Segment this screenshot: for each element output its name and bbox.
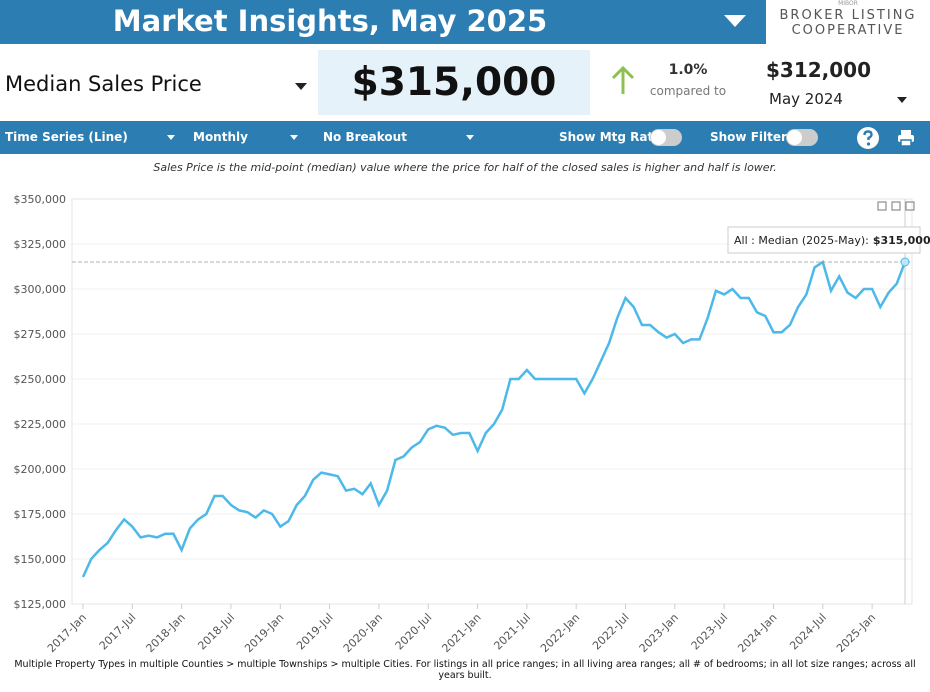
footnote: Multiple Property Types in multiple Coun… [14, 659, 916, 681]
tooltip-value: $315,000 [873, 234, 930, 247]
toggle[interactable] [786, 129, 818, 146]
description: Sales Price is the mid-point (median) va… [153, 161, 777, 174]
metric-dropdown[interactable] [295, 83, 307, 90]
print-button[interactable] [897, 129, 915, 147]
interval[interactable]: Monthly [193, 130, 248, 144]
x-tick-label: 2018-Jul [195, 611, 237, 653]
compared-period[interactable]: May 2024 [769, 90, 843, 108]
mtg-rate-label: Show Mtg Rate: [559, 130, 667, 144]
x-tick-label: 2025-Jan [834, 611, 878, 655]
y-tick-label: $275,000 [14, 328, 67, 341]
x-tick-label: 2017-Jan [45, 611, 89, 655]
x-tick-label: 2019-Jan [242, 611, 286, 655]
tooltip: All : Median (2025-May): $315,000 [727, 226, 930, 254]
y-tick-label: $350,000 [14, 193, 67, 206]
toggle[interactable] [650, 129, 682, 146]
title: Market Insights, May 2025 [112, 4, 548, 38]
x-tick-label: 2022-Jul [590, 611, 632, 653]
tooltip-text: All : Median (2025-May): $315,000 [734, 234, 930, 247]
x-tick-label: 2021-Jan [439, 611, 483, 655]
toolbar: Time Series (Line) Monthly No Breakout S… [0, 121, 930, 154]
logo: MIBOR BROKER LISTING COOPERATIVE [766, 0, 930, 44]
hover-point [900, 257, 910, 267]
up-arrow [611, 66, 635, 94]
tooltip-label: All : Median (2025-May): [734, 234, 869, 247]
chart-type[interactable]: Time Series (Line) [5, 130, 128, 144]
y-tick-label: $150,000 [14, 553, 67, 566]
x-tick-label: 2024-Jul [787, 611, 829, 653]
filters-label: Show Filters: [710, 130, 799, 144]
x-tick-label: 2021-Jul [491, 611, 533, 653]
y-tick-label: $175,000 [14, 508, 67, 521]
y-tick-label: $325,000 [14, 238, 67, 251]
y-tick-label: $225,000 [14, 418, 67, 431]
x-tick-label: 2020-Jan [341, 611, 385, 655]
dropdown[interactable] [167, 135, 175, 140]
y-tick-label: $125,000 [14, 598, 67, 611]
x-tick-label: 2019-Jul [294, 611, 336, 653]
y-tick-label: $200,000 [14, 463, 67, 476]
chart-tool[interactable] [905, 201, 915, 211]
change: 1.0% [668, 62, 708, 78]
x-tick-label: 2022-Jan [538, 611, 582, 655]
x-tick-label: 2020-Jul [393, 611, 435, 653]
dropdown[interactable] [290, 135, 298, 140]
help-button[interactable] [856, 126, 880, 150]
breakout[interactable]: No Breakout [323, 130, 407, 144]
x-tick-label: 2023-Jan [637, 611, 681, 655]
line [81, 260, 907, 578]
header-bar: Market Insights, May 2025 [0, 0, 766, 44]
x-tick-label: 2023-Jul [689, 611, 731, 653]
x-tick-label: 2017-Jul [97, 611, 139, 653]
x-tick-label: 2024-Jan [735, 611, 779, 655]
period-dropdown[interactable] [897, 97, 907, 103]
title-dropdown[interactable] [724, 15, 746, 27]
chart-tool[interactable] [891, 201, 901, 211]
chart-tool[interactable] [877, 201, 887, 211]
metric-value: $315,000 [318, 50, 590, 115]
compared-value: $312,000 [766, 58, 872, 82]
y-tick-label: $250,000 [14, 373, 67, 386]
y-tick-label: $300,000 [14, 283, 67, 296]
plot-border [71, 198, 913, 605]
x-tick-label: 2018-Jan [144, 611, 188, 655]
logo-small: MIBOR [838, 0, 858, 7]
dropdown[interactable] [466, 135, 474, 140]
compared-label: compared to [649, 84, 727, 98]
tooltip-box [727, 226, 921, 254]
logo-line: BROKER LISTING [779, 8, 917, 23]
logo-line: COOPERATIVE [791, 23, 905, 38]
metric-select[interactable]: Median Sales Price [5, 72, 202, 96]
chart: $125,000 $150,000 $175,000 $200,000 $225,000… [14, 193, 930, 655]
